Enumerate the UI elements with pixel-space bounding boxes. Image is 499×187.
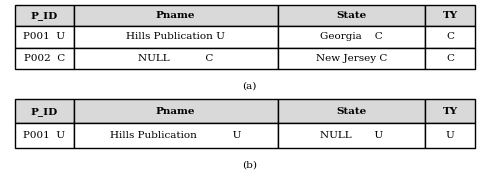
- Text: Hills Publication U: Hills Publication U: [126, 32, 225, 42]
- Bar: [425, 48, 475, 69]
- Bar: [73, 99, 277, 123]
- Text: P001  U: P001 U: [23, 131, 65, 140]
- Bar: [15, 99, 73, 123]
- Text: U: U: [446, 131, 455, 140]
- Bar: [277, 48, 425, 69]
- Text: P_ID: P_ID: [30, 11, 58, 20]
- Bar: [277, 123, 425, 148]
- Text: NULL       U: NULL U: [320, 131, 383, 140]
- Text: Hills Publication           U: Hills Publication U: [110, 131, 242, 140]
- Bar: [73, 123, 277, 148]
- Bar: [73, 26, 277, 48]
- Text: NULL           C: NULL C: [138, 54, 213, 63]
- Bar: [15, 5, 73, 26]
- Bar: [73, 48, 277, 69]
- Text: Pname: Pname: [156, 11, 196, 20]
- Bar: [73, 5, 277, 26]
- Bar: [425, 5, 475, 26]
- Bar: [425, 123, 475, 148]
- Text: Georgia    C: Georgia C: [320, 32, 383, 42]
- Bar: [277, 5, 425, 26]
- Bar: [15, 48, 73, 69]
- Bar: [425, 99, 475, 123]
- Text: State: State: [336, 11, 367, 20]
- Text: C: C: [446, 54, 454, 63]
- Text: (b): (b): [242, 160, 257, 169]
- Text: Pname: Pname: [156, 107, 196, 116]
- Text: P_ID: P_ID: [30, 107, 58, 116]
- Bar: [277, 26, 425, 48]
- Bar: [15, 26, 73, 48]
- Text: TY: TY: [443, 107, 458, 116]
- Text: P002  C: P002 C: [23, 54, 65, 63]
- Bar: [425, 26, 475, 48]
- Bar: [15, 123, 73, 148]
- Bar: [277, 99, 425, 123]
- Text: P001  U: P001 U: [23, 32, 65, 42]
- Text: State: State: [336, 107, 367, 116]
- Text: TY: TY: [443, 11, 458, 20]
- Text: New Jersey C: New Jersey C: [316, 54, 387, 63]
- Text: C: C: [446, 32, 454, 42]
- Text: (a): (a): [243, 82, 256, 91]
